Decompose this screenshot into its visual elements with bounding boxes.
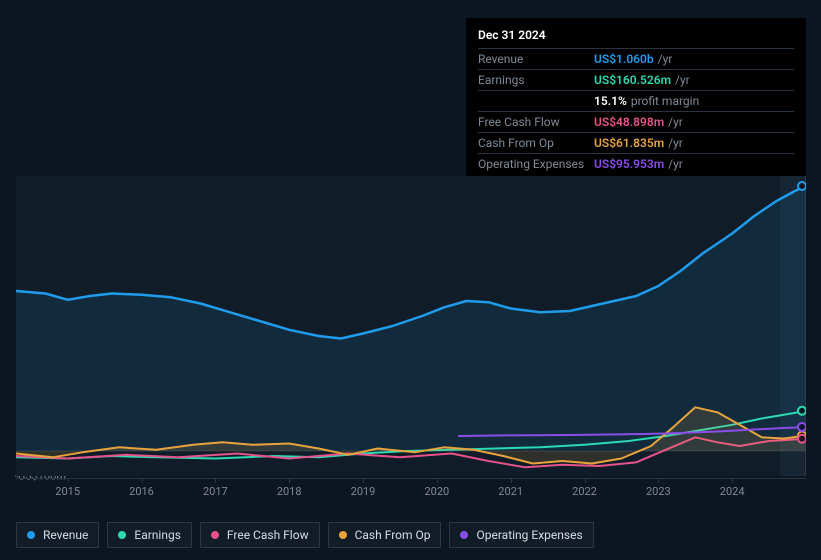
series-marker (798, 435, 806, 443)
legend-dot-icon (460, 531, 468, 539)
series-marker (798, 182, 806, 190)
x-tick-label: 2016 (129, 485, 154, 498)
legend-item[interactable]: Free Cash Flow (200, 522, 320, 548)
x-tick-label: 2017 (203, 485, 228, 498)
card-date: Dec 31 2024 (478, 24, 794, 48)
legend-dot-icon (339, 531, 347, 539)
card-row: Cash From OpUS$61.835m/yr (478, 132, 794, 153)
card-row-unit: profit margin (631, 94, 699, 108)
legend-label: Earnings (134, 528, 181, 542)
card-row: EarningsUS$160.526m/yr (478, 69, 794, 90)
legend-item[interactable]: Revenue (16, 522, 99, 548)
card-row-label: Earnings (478, 73, 594, 87)
legend-item[interactable]: Operating Expenses (449, 522, 593, 548)
card-row: 15.1%profit margin (478, 90, 794, 111)
legend-dot-icon (211, 531, 219, 539)
chart-legend: Revenue Earnings Free Cash Flow Cash From O… (16, 522, 594, 548)
legend-item[interactable]: Earnings (107, 522, 192, 548)
legend-label: Free Cash Flow (227, 528, 309, 542)
x-axis: 2015 2016 2017 2018 2019 2020 2021 2022 2023 2024 (16, 478, 806, 498)
x-tick-label: 2019 (351, 485, 376, 498)
chart-plot-area[interactable] (16, 176, 806, 476)
card-row-value: US$61.835m/yr (594, 136, 683, 150)
x-tick-label: 2024 (720, 485, 745, 498)
x-tick-label: 2023 (646, 485, 671, 498)
x-tick-label: 2022 (572, 485, 597, 498)
x-tick-label: 2015 (55, 485, 80, 498)
legend-dot-icon (118, 531, 126, 539)
x-tick-label: 2020 (424, 485, 449, 498)
legend-dot-icon (27, 531, 35, 539)
card-row-value: 15.1%profit margin (594, 94, 699, 108)
financials-chart: US$1bUS$0-US$100m 2015201620172018201920… (16, 158, 806, 518)
series-marker (798, 407, 806, 415)
series-marker (798, 423, 806, 431)
card-row-value: US$48.898m/yr (594, 115, 683, 129)
legend-item[interactable]: Cash From Op (328, 522, 442, 548)
card-row-value: US$1.060b/yr (594, 52, 672, 66)
legend-label: Revenue (43, 528, 88, 542)
x-tick-label: 2021 (498, 485, 523, 498)
card-row-label: Cash From Op (478, 136, 594, 150)
card-row: Free Cash FlowUS$48.898m/yr (478, 111, 794, 132)
x-tick-label: 2018 (277, 485, 302, 498)
hover-data-card: Dec 31 2024 RevenueUS$1.060b/yrEarningsU… (466, 18, 806, 180)
card-row: RevenueUS$1.060b/yr (478, 48, 794, 69)
card-row-label: Free Cash Flow (478, 115, 594, 129)
card-row-label: Revenue (478, 52, 594, 66)
card-row-unit: /yr (658, 52, 673, 66)
card-row-unit: /yr (675, 73, 690, 87)
card-row-unit: /yr (668, 136, 683, 150)
legend-label: Cash From Op (355, 528, 431, 542)
card-row-unit: /yr (668, 115, 683, 129)
legend-label: Operating Expenses (476, 528, 582, 542)
card-row-label (478, 94, 594, 108)
card-row-value: US$160.526m/yr (594, 73, 690, 87)
